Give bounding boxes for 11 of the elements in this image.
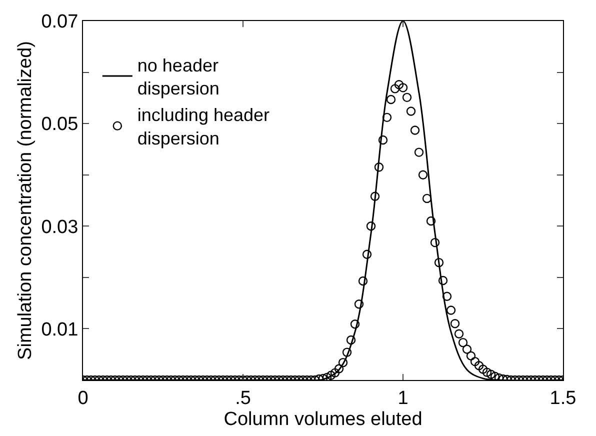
y-tick-label: 0.07 xyxy=(41,12,78,33)
y-tick-label: 0.05 xyxy=(41,114,78,136)
x-tick-label: .5 xyxy=(235,388,251,409)
x-tick-label: 0 xyxy=(78,388,88,409)
legend-label: including header dispersion xyxy=(137,105,270,149)
x-tick-label: 1 xyxy=(398,388,408,409)
y-tick-label: 0.03 xyxy=(41,216,78,238)
x-tick-label: 1.5 xyxy=(550,388,576,409)
y-axis-title: Simulation concentration (normalized) xyxy=(15,41,36,360)
y-tick-label: 0.01 xyxy=(41,319,78,340)
x-axis-title: Column volumes eluted xyxy=(224,408,422,430)
